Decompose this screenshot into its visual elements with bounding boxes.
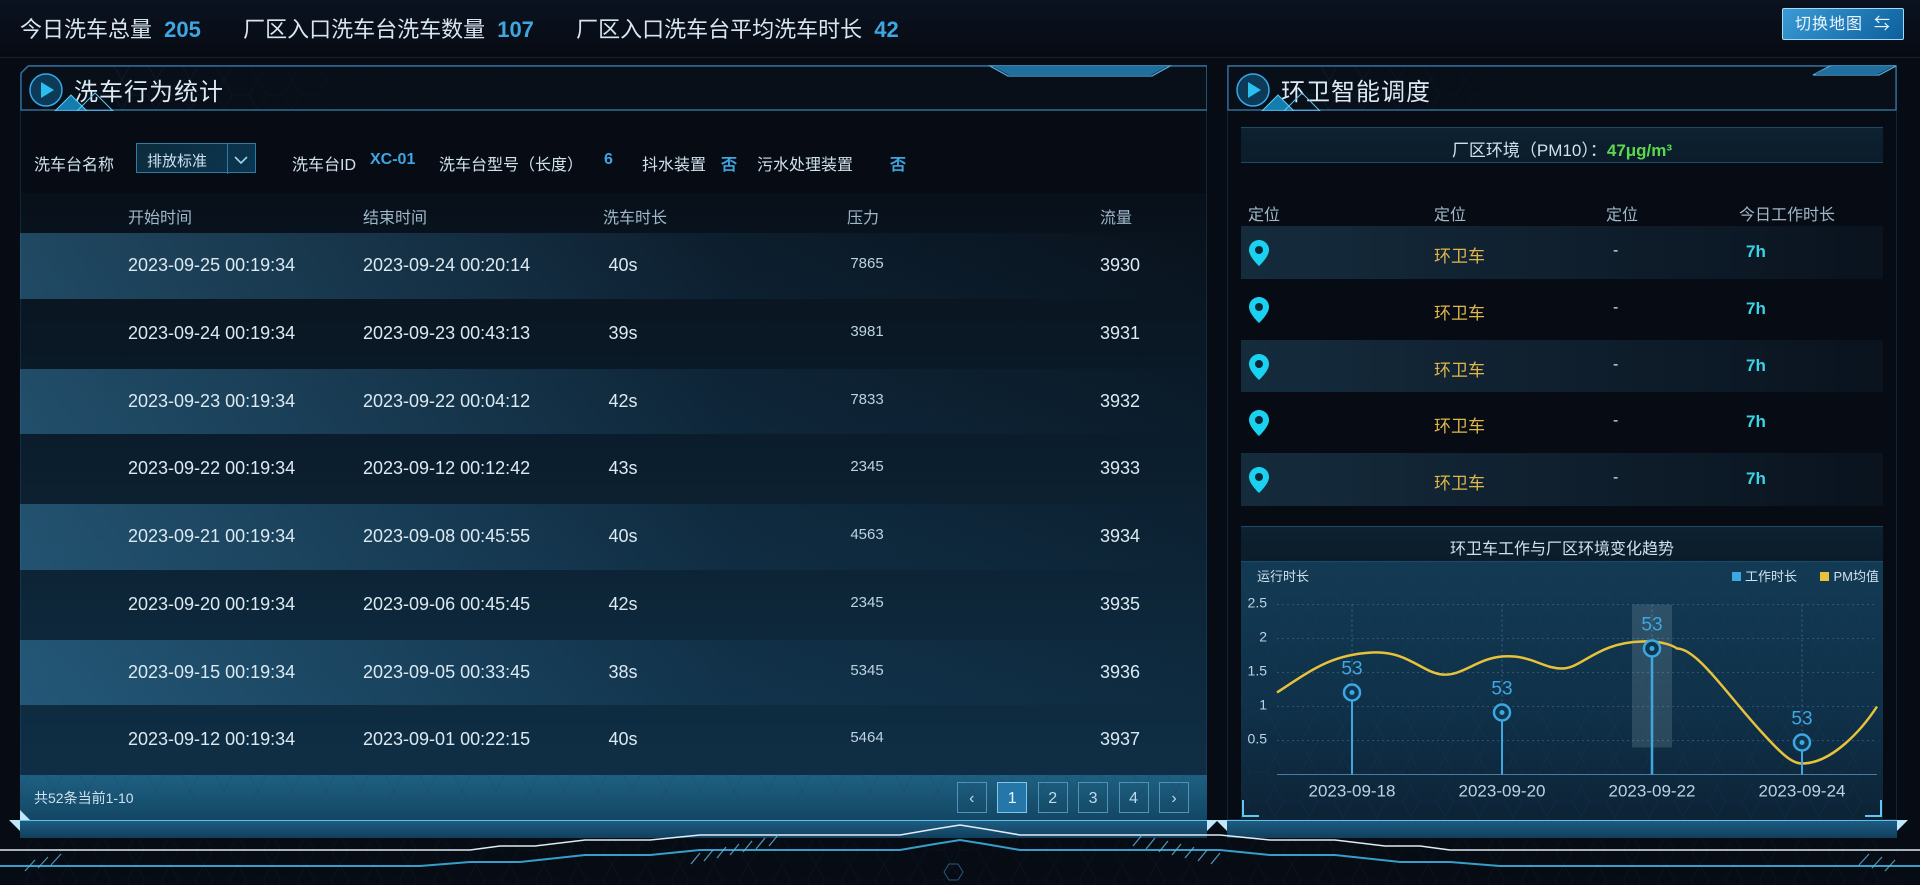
svg-text:0.5: 0.5 xyxy=(1248,731,1268,747)
svg-text:2023-09-18: 2023-09-18 xyxy=(1309,782,1396,801)
svg-text:1.5: 1.5 xyxy=(1248,663,1268,679)
svg-text:53: 53 xyxy=(1341,659,1362,680)
svg-text:2: 2 xyxy=(1259,629,1267,645)
svg-text:1: 1 xyxy=(1259,697,1267,713)
svg-text:53: 53 xyxy=(1491,679,1512,700)
svg-text:53: 53 xyxy=(1641,615,1662,636)
svg-text:2.5: 2.5 xyxy=(1248,595,1268,611)
svg-text:53: 53 xyxy=(1791,709,1812,730)
svg-text:2023-09-20: 2023-09-20 xyxy=(1459,782,1546,801)
svg-text:2023-09-22: 2023-09-22 xyxy=(1609,782,1696,801)
svg-text:2023-09-24: 2023-09-24 xyxy=(1759,782,1846,801)
